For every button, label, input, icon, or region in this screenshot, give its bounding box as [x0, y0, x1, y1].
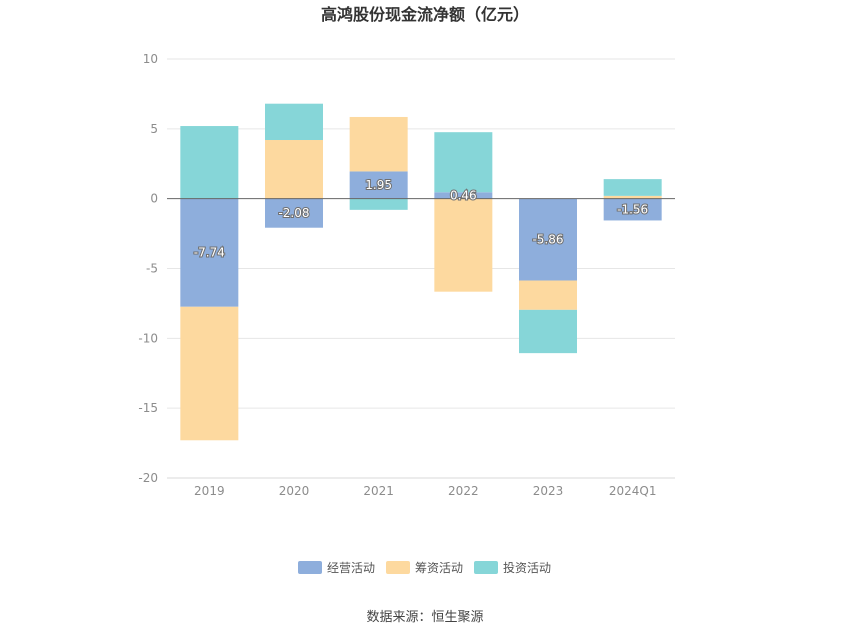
x-tick-label: 2024Q1	[609, 484, 657, 498]
bars	[180, 103, 662, 441]
bar-筹资活动-2024Q1	[603, 195, 662, 199]
y-axis: 10 5 0 -5 -10 -15 -20	[138, 52, 158, 485]
bar-投资活动-2022	[434, 132, 493, 193]
bar-经营活动-2020	[265, 198, 323, 228]
bar-筹资活动-2019	[180, 306, 239, 441]
bar-经营活动-2021	[349, 171, 408, 199]
y-tick-label: -20	[138, 471, 158, 485]
legend-label: 经营活动	[327, 561, 375, 575]
bar-经营活动-2022	[434, 192, 493, 199]
bar-投资活动-2020	[265, 103, 323, 141]
data-labels: -7.74 -2.08 1.95 0.46 -5.86 -1.56	[193, 177, 649, 261]
bar-经营活动-2019	[180, 198, 239, 307]
bar-经营活动-2023	[519, 198, 577, 281]
bar-筹资活动-2021	[349, 116, 408, 172]
legend-swatch	[386, 561, 410, 574]
bar-筹资活动-2023	[519, 280, 577, 310]
data-label: 0.46	[450, 188, 477, 202]
data-label: -5.86	[532, 233, 563, 247]
y-tick-label: -10	[138, 331, 158, 345]
x-tick-label: 2020	[279, 484, 310, 498]
bar-投资活动-2024Q1	[603, 179, 662, 196]
y-tick-label: -5	[146, 262, 158, 276]
legend-swatch	[474, 561, 498, 574]
bar-筹资活动-2022	[434, 198, 493, 292]
y-tick-label: -15	[138, 401, 158, 415]
x-tick-label: 2023	[533, 484, 564, 498]
y-tick-label: 5	[150, 122, 158, 136]
legend-swatch	[298, 561, 322, 574]
data-label: -2.08	[278, 206, 309, 220]
legend-label: 投资活动	[503, 560, 551, 575]
data-label: 1.95	[365, 178, 392, 192]
chart-title: 高鸿股份现金流净额（亿元）	[321, 5, 529, 24]
bar-投资活动-2021	[349, 198, 408, 210]
legend-label: 筹资活动	[415, 561, 463, 575]
bar-经营活动-2024Q1	[603, 198, 662, 221]
bar-投资活动-2023	[519, 309, 577, 354]
bar-筹资活动-2020	[265, 140, 323, 199]
data-label: -1.56	[617, 203, 648, 217]
source-note: 数据来源：恒生聚源	[366, 610, 483, 625]
grid-lines	[167, 58, 675, 479]
legend: 经营活动 筹资活动 投资活动	[298, 560, 551, 575]
x-tick-label: 2021	[363, 484, 394, 498]
x-axis: 2019 2020 2021 2022 2023 2024Q1	[167, 477, 675, 498]
x-tick-label: 2019	[194, 484, 225, 498]
x-tick-label: 2022	[448, 484, 479, 498]
data-label: -7.74	[194, 246, 225, 260]
bar-投资活动-2019	[180, 126, 239, 199]
y-tick-label: 10	[143, 52, 158, 66]
y-tick-label: 0	[150, 192, 158, 206]
